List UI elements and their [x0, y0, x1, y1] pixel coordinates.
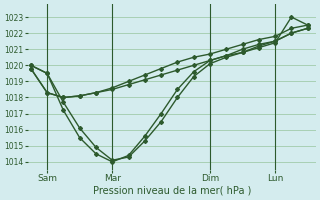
X-axis label: Pression niveau de la mer( hPa ): Pression niveau de la mer( hPa ): [92, 186, 251, 196]
